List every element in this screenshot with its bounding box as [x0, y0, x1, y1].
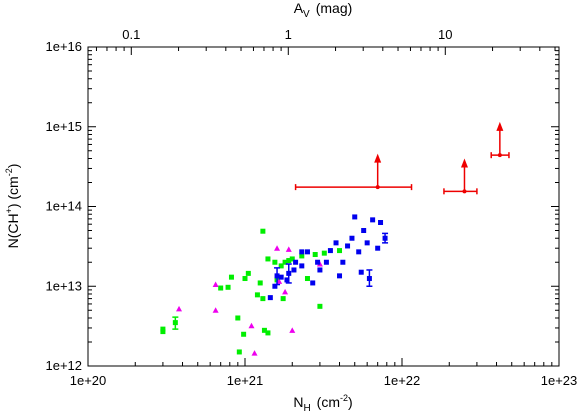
data-point	[462, 189, 467, 194]
data-point	[289, 327, 296, 333]
series-2	[267, 214, 389, 301]
data-point	[361, 228, 367, 234]
data-point	[299, 263, 305, 269]
x-tick-label: 1e+22	[384, 373, 421, 388]
data-point	[176, 305, 183, 312]
series-1	[176, 245, 323, 356]
y-tick-label: 1e+16	[45, 39, 82, 54]
data-point	[260, 228, 266, 234]
data-point	[282, 259, 288, 265]
data-point	[274, 245, 281, 251]
limit-arrowhead	[374, 153, 382, 163]
data-point	[267, 295, 273, 301]
limit-arrowhead	[460, 158, 468, 168]
tick-labels: 1e+20 1e+21 1e+22 1e+23 1e+12 1e+13 1e+14 1e+15…	[45, 27, 577, 388]
data-point	[310, 280, 316, 286]
data-point	[280, 296, 286, 302]
data-point	[321, 250, 327, 256]
data-point	[286, 258, 292, 264]
y-axis-title: N(CH+) (cm-2)	[4, 164, 21, 249]
y-tick-label: 1e+13	[45, 278, 82, 293]
y-tick-label: 1e+14	[45, 199, 82, 214]
data-point	[242, 276, 248, 282]
data-point	[272, 259, 278, 265]
data-point	[345, 243, 351, 249]
top-tick-label: 0.1	[122, 27, 140, 42]
data-point	[278, 263, 284, 269]
plot-frame	[87, 46, 560, 367]
data-point	[349, 235, 355, 241]
data-point	[312, 252, 318, 258]
data-point	[317, 267, 323, 273]
data-point	[225, 284, 231, 290]
data-point	[236, 349, 242, 355]
data-point	[497, 153, 502, 158]
data-point	[337, 248, 343, 254]
data-point	[261, 327, 267, 333]
y-tick-label: 1e+12	[45, 358, 82, 373]
data-point	[323, 259, 329, 265]
data-point	[327, 248, 333, 254]
data-point	[228, 274, 234, 280]
data-point	[265, 330, 271, 336]
data-point	[299, 249, 305, 255]
x-tick-label: 1e+23	[541, 373, 578, 388]
data-point	[291, 267, 297, 273]
data-point	[272, 283, 278, 289]
data-point	[366, 276, 372, 282]
top-axis-title: AV (mag)	[294, 0, 353, 20]
data-point	[212, 281, 219, 288]
top-tick-label: 10	[438, 27, 452, 42]
data-point	[160, 326, 166, 332]
data-point	[370, 217, 376, 223]
x-axis-title: NH (cm-2)	[293, 393, 352, 414]
data-marks	[160, 121, 510, 356]
data-point	[285, 246, 292, 252]
data-point	[257, 280, 263, 286]
data-point	[284, 277, 290, 283]
data-point	[352, 214, 358, 220]
data-point	[212, 307, 219, 313]
data-point	[251, 350, 258, 356]
limit-arrowhead	[496, 121, 504, 131]
axis-ticks	[87, 46, 560, 367]
data-point	[218, 285, 224, 291]
data-point	[333, 240, 339, 246]
data-point	[375, 185, 380, 190]
data-point	[337, 273, 343, 279]
data-point	[282, 288, 289, 295]
data-point	[304, 249, 310, 255]
data-point	[241, 331, 247, 337]
data-point	[274, 273, 280, 279]
data-point	[235, 315, 241, 321]
data-point	[358, 269, 364, 275]
series-3	[294, 121, 510, 195]
data-point	[375, 245, 381, 251]
data-point	[356, 249, 362, 255]
data-point	[260, 296, 266, 302]
x-tick-label: 1e+21	[227, 373, 264, 388]
data-point	[254, 292, 260, 298]
data-point	[172, 320, 178, 326]
data-point	[299, 253, 305, 259]
data-point	[278, 274, 284, 280]
data-point	[289, 256, 295, 262]
series-0	[160, 228, 343, 355]
x-tick-label: 1e+20	[70, 373, 107, 388]
data-point	[340, 259, 346, 265]
data-point	[382, 235, 388, 241]
data-point	[293, 259, 299, 265]
data-point	[364, 240, 370, 246]
top-tick-label: 1	[285, 27, 292, 42]
data-point	[304, 276, 310, 282]
data-point	[265, 256, 271, 262]
data-point	[317, 303, 323, 309]
data-point	[315, 259, 321, 265]
data-point	[286, 270, 292, 276]
y-tick-label: 1e+15	[45, 119, 82, 134]
data-point	[378, 220, 384, 226]
data-point	[248, 322, 255, 329]
data-point	[245, 270, 251, 276]
